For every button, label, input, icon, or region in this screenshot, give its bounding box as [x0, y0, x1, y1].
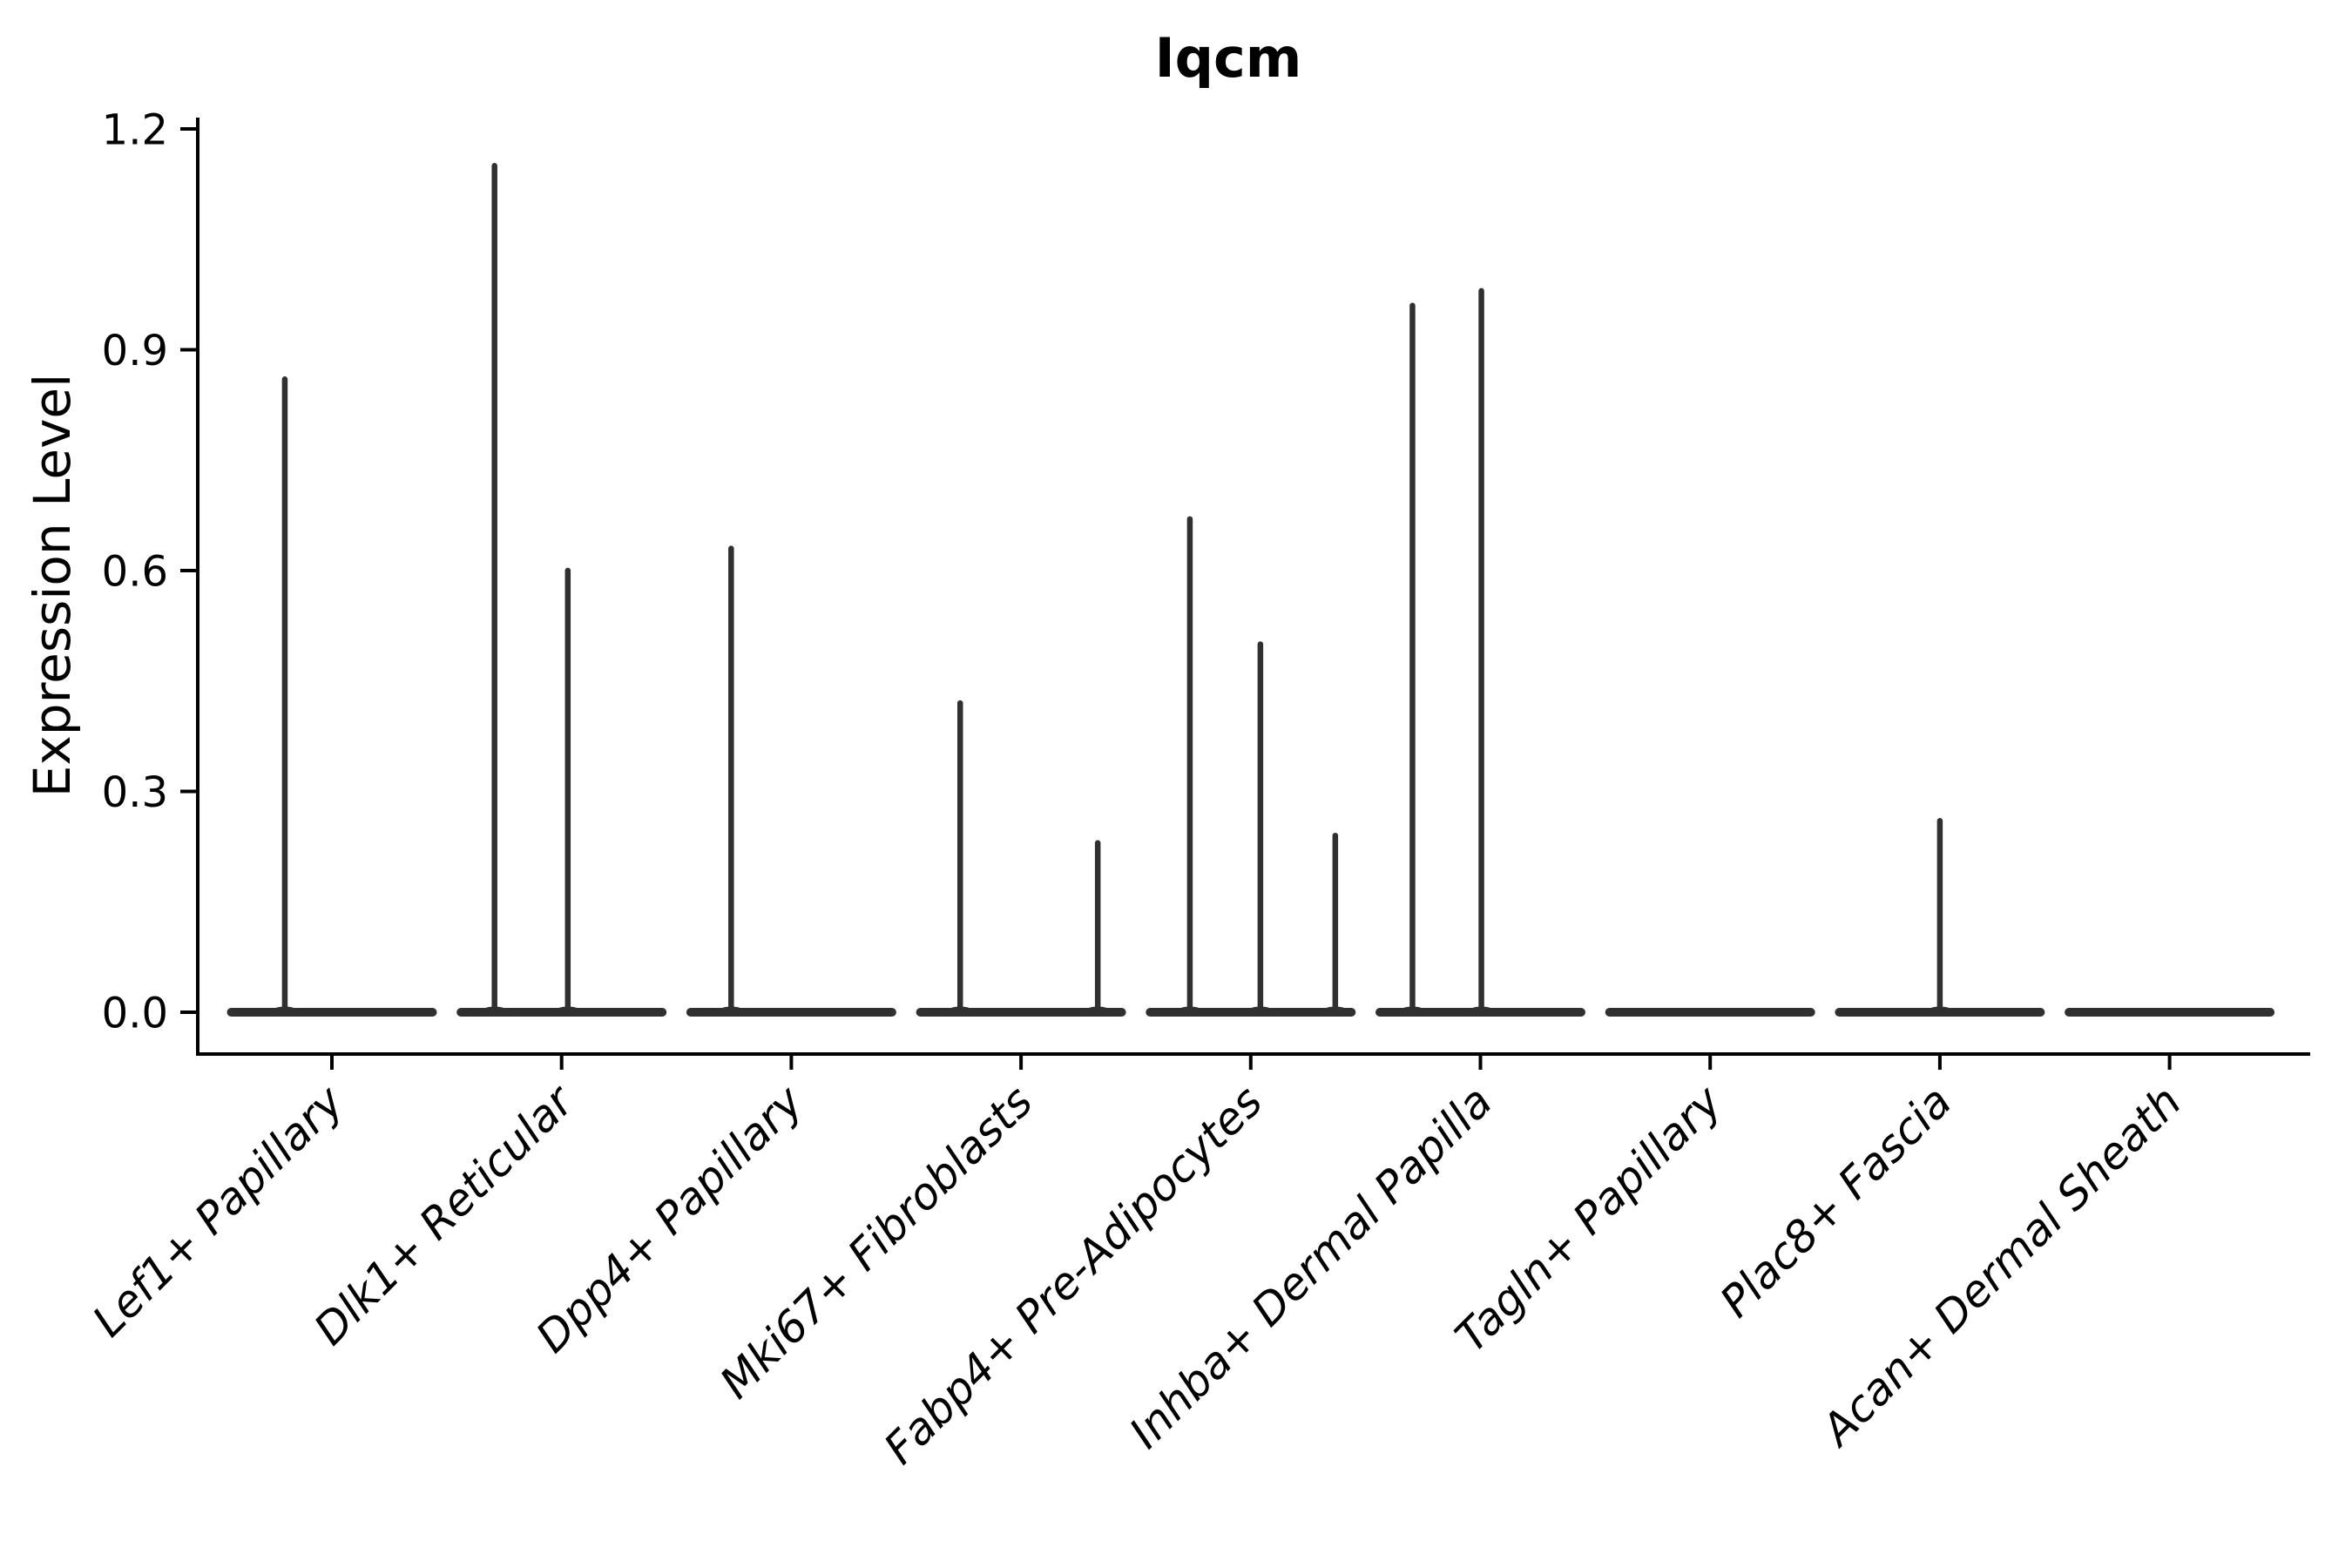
x-tick-label: Inhba+ Dermal Papilla [1120, 1076, 1502, 1457]
y-tick-label: 1.2 [102, 105, 168, 154]
violin-body [1605, 1008, 1815, 1017]
y-tick-label: 0.6 [102, 547, 168, 596]
chart-title: Iqcm [1154, 26, 1302, 90]
x-tick-label: Plac8+ Fascia [1710, 1076, 1961, 1327]
violin-body [226, 1008, 437, 1017]
violin-body [2065, 1008, 2275, 1017]
violin-body [686, 1008, 896, 1017]
y-tick-label: 0.0 [102, 989, 168, 1037]
x-tick-label: Fabp4+ Pre-Adipocytes [875, 1076, 1273, 1474]
x-tick-label: Lef1+ Papillary [83, 1075, 354, 1346]
y-tick-label: 0.9 [102, 327, 168, 375]
y-tick-label: 0.3 [102, 768, 168, 817]
